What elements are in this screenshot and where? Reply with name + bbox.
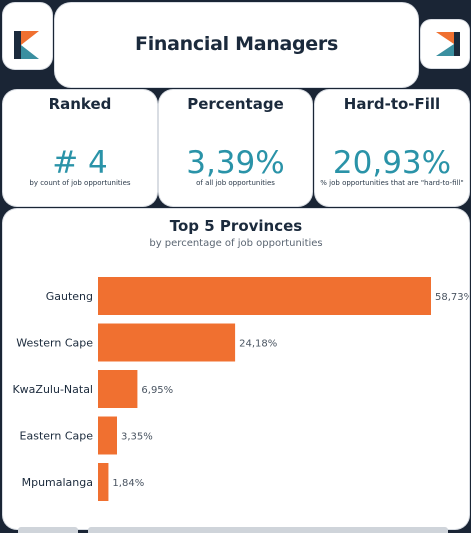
k-logo-icon [14,31,39,59]
chart-subtitle: by percentage of job opportunities [149,238,323,249]
value-label: 6,95% [141,385,173,396]
kpi-ranked-card: Ranked # 4 by count of job opportunities [3,90,157,206]
value-label: 24,18% [239,339,277,350]
kpi-subtitle: of all job opportunities [196,179,275,187]
category-label: KwaZulu-Natal [12,383,93,396]
kpi-hard-to-fill-card: Hard-to-Fill 20,93% % job opportunities … [315,90,469,206]
category-label: Western Cape [16,337,93,350]
kpi-value: 3,39% [186,145,285,181]
value-label: 58,73% [435,292,469,303]
kpi-label: Percentage [187,95,284,113]
bar[interactable] [98,323,236,362]
bar[interactable] [98,277,431,315]
bottom-card-edge [18,527,78,533]
category-label: Mpumalanga [22,476,93,489]
title-card: Financial Managers [55,3,418,87]
bar[interactable] [98,463,109,501]
bar[interactable] [98,370,138,408]
k-logo-icon [436,32,460,56]
kpi-subtitle: % job opportunities that are "hard-to-fi… [320,179,464,187]
kpi-value: # 4 [52,145,108,181]
value-label: 3,35% [121,432,153,443]
bar-chart: Gauteng 58,73% Western Cape 24,18% KwaZulu-N… [12,277,469,501]
logo-left [3,3,52,69]
category-label: Gauteng [46,290,93,303]
category-label: Eastern Cape [20,430,94,443]
page-title: Financial Managers [135,33,338,55]
kpi-value: 20,93% [332,145,452,181]
logo-right [421,20,469,68]
kpi-subtitle: by count of job opportunities [29,179,131,187]
kpi-label: Ranked [48,95,112,113]
bar[interactable] [98,416,117,455]
kpi-percentage-card: Percentage 3,39% of all job opportunitie… [159,90,312,206]
value-label: 1,84% [112,478,144,489]
chart-card: Top 5 Provinces by percentage of job opp… [3,209,469,529]
chart-title: Top 5 Provinces [169,217,303,235]
kpi-label: Hard-to-Fill [343,95,441,113]
bottom-card-edge [88,527,448,533]
